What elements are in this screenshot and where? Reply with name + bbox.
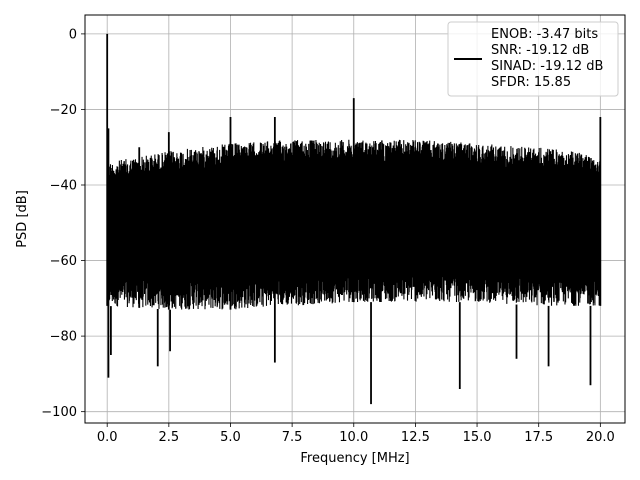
- x-axis-label: Frequency [MHz]: [300, 451, 409, 466]
- x-tick-label: 2.5: [158, 430, 179, 445]
- x-tick-label: 7.5: [282, 430, 303, 445]
- legend-box: [447, 21, 619, 97]
- x-tick-label: 0.0: [97, 430, 118, 445]
- y-tick-label: −40: [50, 179, 77, 194]
- y-tick-label: −20: [50, 103, 77, 118]
- x-tick-label: 15.0: [463, 430, 492, 445]
- y-axis-label: PSD [dB]: [15, 190, 30, 248]
- axes-frame: [84, 14, 626, 424]
- x-axis-ticks: 0.0 2.5 5.0 7.5 10.0 12.5 15.0 17.5 20.0: [97, 423, 615, 445]
- x-tick-label: 5.0: [220, 430, 241, 445]
- plot-area: [106, 33, 602, 405]
- y-tick-label: −80: [50, 330, 77, 345]
- x-tick-label: 10.0: [339, 430, 368, 445]
- x-tick-label: 20.0: [586, 430, 615, 445]
- x-tick-label: 17.5: [524, 430, 553, 445]
- x-tick-label: 12.5: [401, 430, 430, 445]
- legend-enob: ENOB: -3.47 bits: [491, 27, 598, 42]
- legend-sfdr: SFDR: 15.85: [491, 75, 571, 90]
- y-axis-ticks: 0 −20 −40 −60 −80 −100: [41, 27, 85, 420]
- legend-sinad: SINAD: -19.12 dB: [491, 59, 603, 74]
- legend: ENOB: -3.47 bits SNR: -19.12 dB SINAD: -…: [447, 21, 619, 97]
- legend-snr: SNR: -19.12 dB: [491, 43, 589, 58]
- y-tick-label: 0: [69, 27, 77, 42]
- y-tick-label: −60: [50, 254, 77, 269]
- y-tick-label: −100: [41, 405, 77, 420]
